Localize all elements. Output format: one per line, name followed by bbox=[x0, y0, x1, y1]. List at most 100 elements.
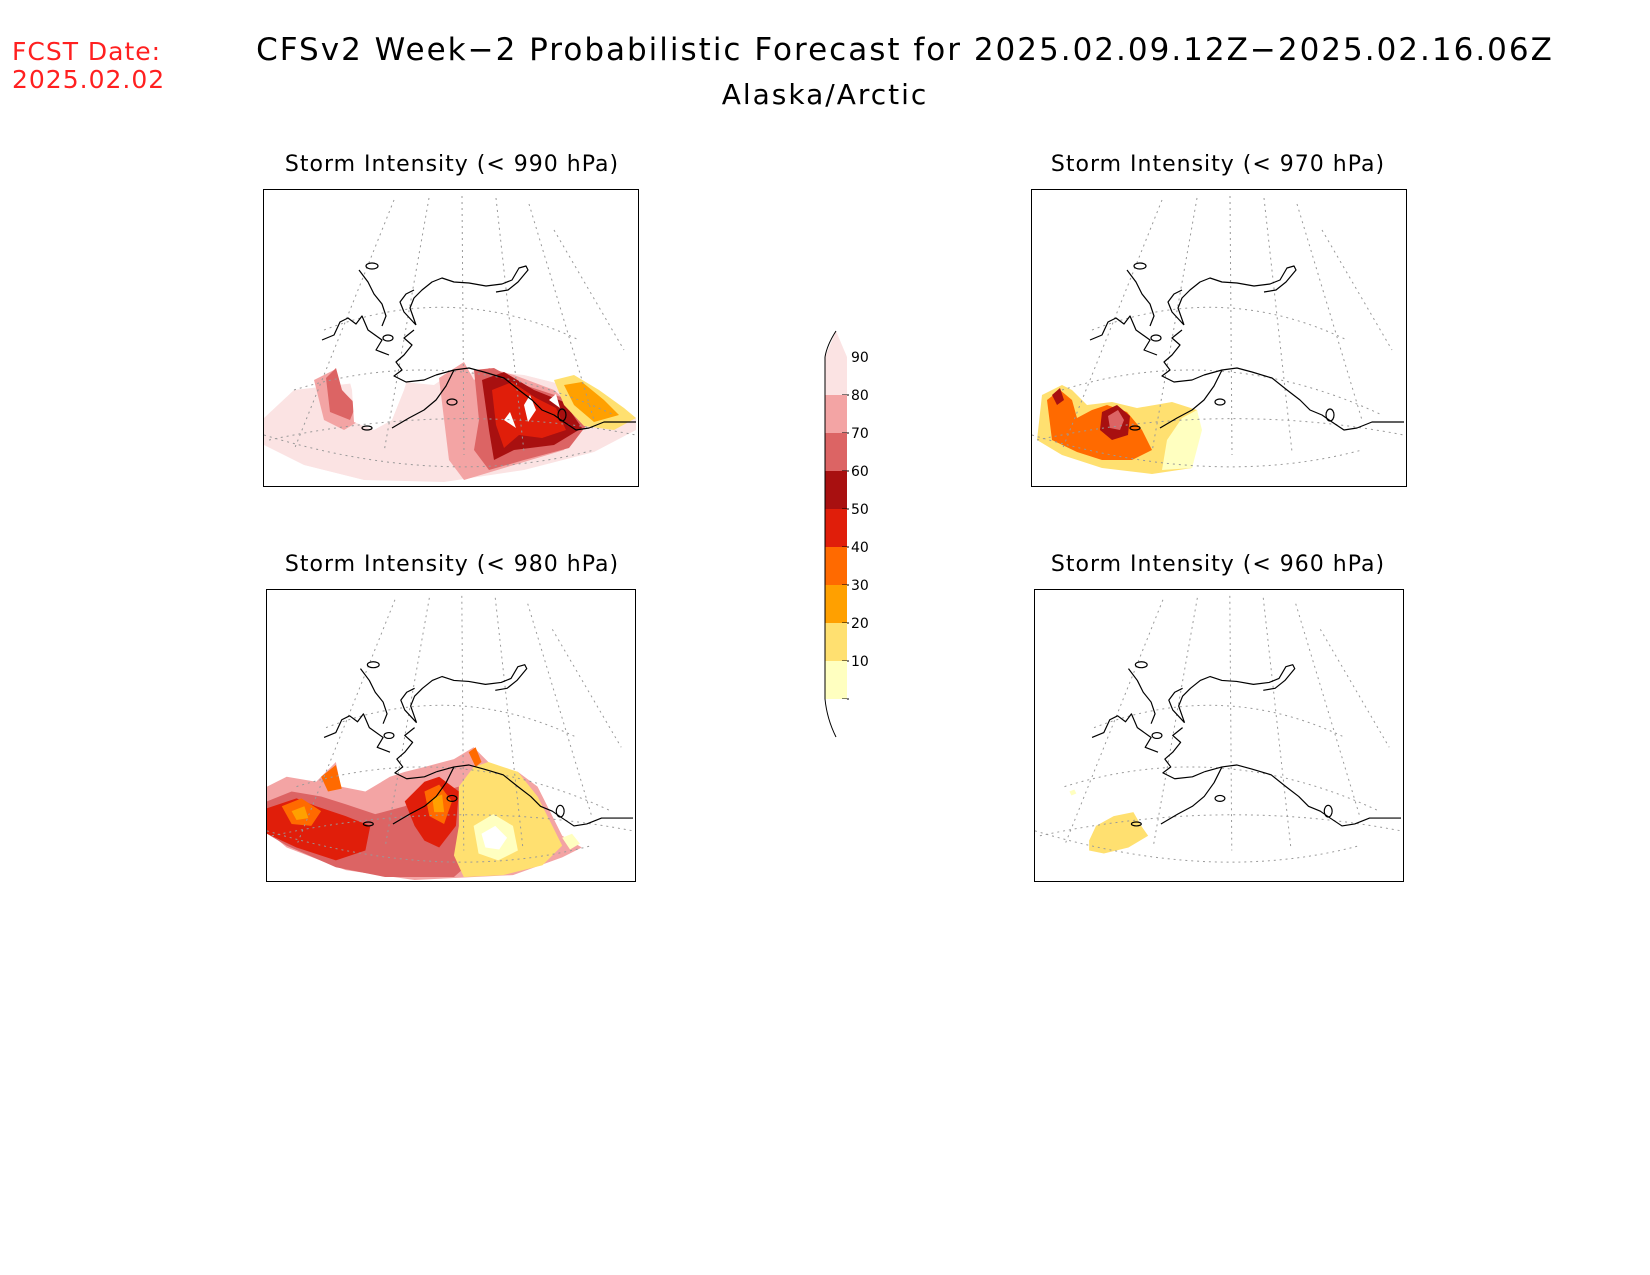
map-990 bbox=[264, 195, 637, 482]
page-title: CFSv2 Week−2 Probabilistic Forecast for … bbox=[256, 32, 1554, 68]
prob-40-region bbox=[281, 764, 452, 826]
colorbar-swatch bbox=[825, 547, 847, 585]
colorbar-label: 80 bbox=[851, 388, 869, 404]
island bbox=[1325, 408, 1335, 422]
island bbox=[365, 262, 379, 270]
parallel-line bbox=[1093, 704, 1346, 738]
map-graticule bbox=[1035, 595, 1402, 863]
meridian-line bbox=[383, 197, 430, 453]
colorbar-swatch bbox=[825, 585, 847, 623]
colorbar-label: 50 bbox=[851, 502, 869, 518]
prob-30-region bbox=[564, 382, 619, 422]
coastline bbox=[1091, 661, 1402, 827]
alaska-peninsula bbox=[1160, 766, 1223, 825]
chukotka-coast bbox=[1127, 668, 1156, 724]
meridian-line bbox=[1229, 595, 1233, 851]
panel-title-990: Storm Intensity (< 990 hPa) bbox=[284, 152, 620, 177]
meridian-line bbox=[1321, 229, 1393, 351]
panel-title-960: Storm Intensity (< 960 hPa) bbox=[1050, 552, 1386, 577]
colorbar-swatch bbox=[825, 509, 847, 547]
island bbox=[1133, 262, 1147, 270]
alaska-south-coast bbox=[1203, 367, 1404, 431]
island bbox=[446, 794, 458, 802]
siberia-coast bbox=[1091, 713, 1159, 753]
chukotka-coast bbox=[358, 269, 387, 327]
meridian-line bbox=[494, 597, 524, 848]
colorbar-swatch bbox=[825, 433, 847, 471]
meridian-line bbox=[1262, 597, 1292, 848]
parallel-line bbox=[1091, 306, 1348, 341]
colorbar-top-wedge bbox=[825, 331, 847, 357]
prob-gap-region bbox=[481, 825, 508, 850]
colorbar-label: 20 bbox=[851, 616, 869, 632]
meridian-line bbox=[1263, 197, 1293, 453]
meridian-line bbox=[528, 203, 595, 421]
colorbar-label: 70 bbox=[851, 426, 869, 442]
colorbar-swatch bbox=[825, 395, 847, 433]
coastline bbox=[1089, 262, 1404, 431]
meridian-line bbox=[553, 229, 625, 351]
map-boundary-arc bbox=[1032, 434, 1363, 468]
chukotka-coast bbox=[359, 668, 388, 724]
alaska-coast bbox=[1162, 664, 1296, 780]
siberia-coast bbox=[323, 713, 391, 753]
alaska-coast bbox=[393, 265, 529, 383]
colorbar-bottom-wedge bbox=[825, 699, 847, 737]
meridian-line bbox=[1152, 597, 1198, 848]
island bbox=[1214, 398, 1226, 406]
alaska-south-coast bbox=[436, 764, 634, 827]
colorbar-swatch bbox=[825, 471, 847, 509]
island bbox=[362, 821, 374, 827]
siberia-coast bbox=[321, 315, 390, 356]
island bbox=[1323, 804, 1333, 818]
map-panel-990 bbox=[263, 189, 639, 487]
island bbox=[366, 661, 380, 669]
island bbox=[1129, 425, 1141, 431]
panel-title-970: Storm Intensity (< 970 hPa) bbox=[1050, 152, 1386, 177]
island bbox=[383, 731, 395, 740]
island bbox=[1151, 731, 1163, 740]
island bbox=[1130, 821, 1142, 827]
prob-20-region bbox=[1089, 812, 1149, 854]
meridian-line bbox=[1064, 599, 1164, 846]
page-subtitle: Alaska/Arctic bbox=[721, 78, 929, 111]
meridian-line bbox=[1319, 629, 1390, 748]
colorbar-label: 30 bbox=[851, 578, 869, 594]
prob-40-region bbox=[1047, 390, 1152, 460]
prob-gap-region bbox=[504, 394, 560, 428]
map-980 bbox=[267, 595, 634, 880]
island bbox=[1214, 794, 1226, 802]
prob-50-region bbox=[267, 776, 459, 861]
island bbox=[1150, 334, 1162, 342]
meridian-line bbox=[461, 195, 465, 456]
fcst-date-value: 2025.02.02 bbox=[12, 65, 166, 94]
map-panel-960 bbox=[1034, 589, 1404, 882]
alaska-coast bbox=[394, 664, 528, 780]
map-960 bbox=[1035, 595, 1402, 863]
no-prob-region bbox=[344, 358, 414, 430]
parallel-line bbox=[323, 306, 580, 341]
prob-40-region bbox=[468, 747, 482, 767]
map-boundary-arc bbox=[267, 830, 592, 863]
island bbox=[382, 334, 394, 342]
meridian-line bbox=[1295, 603, 1361, 817]
island bbox=[555, 804, 565, 818]
meridian-line bbox=[495, 197, 525, 453]
alaska-peninsula bbox=[392, 766, 455, 825]
colorbar-swatch bbox=[825, 661, 847, 699]
colorbar-swatch bbox=[825, 623, 847, 661]
probability-colorbar: 90 80 70 60 50 40 30 20 10 bbox=[824, 330, 869, 738]
parallel-line bbox=[1064, 766, 1380, 812]
coastline bbox=[323, 661, 634, 827]
meridian-line bbox=[527, 603, 593, 817]
map-panel-980 bbox=[266, 589, 636, 882]
meridian-line bbox=[384, 597, 430, 848]
parallel-line bbox=[325, 704, 578, 738]
meridian-line bbox=[551, 629, 622, 748]
coastline bbox=[321, 262, 636, 431]
alaska-coast bbox=[1161, 265, 1297, 383]
colorbar-bottom-edge bbox=[824, 698, 837, 738]
panel-title-980: Storm Intensity (< 980 hPa) bbox=[284, 552, 620, 577]
prob-30-region bbox=[291, 794, 445, 821]
meridian-line bbox=[461, 595, 465, 851]
